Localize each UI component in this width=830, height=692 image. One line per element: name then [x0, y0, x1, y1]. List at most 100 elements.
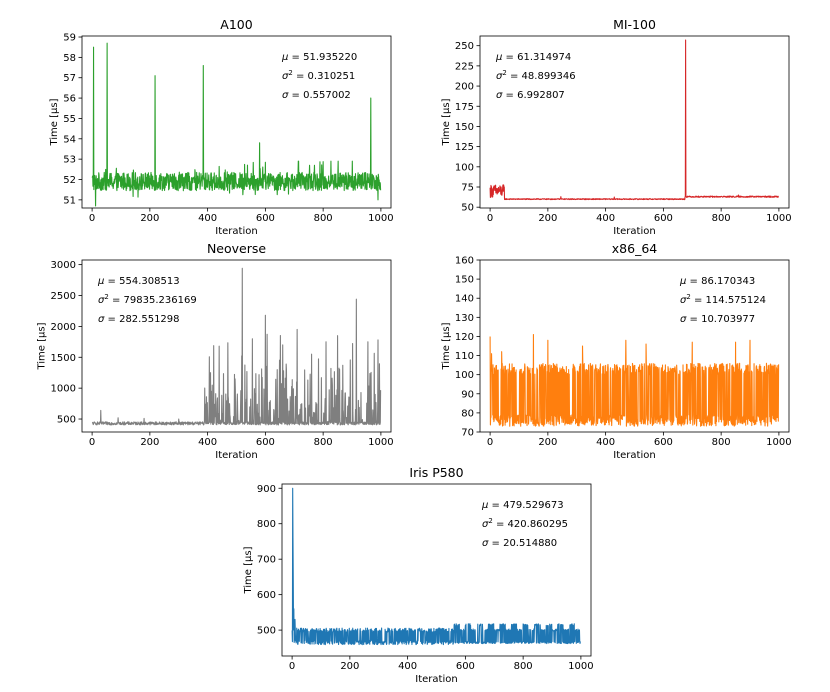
stat-line: σ2 = 79835.236169	[98, 293, 197, 306]
y-tick-label: 120	[455, 332, 474, 343]
x-tick-label: 200	[538, 213, 557, 224]
x-tick-label: 800	[314, 213, 333, 224]
x-axis-label: Iteration	[215, 450, 257, 461]
y-tick-label: 130	[455, 313, 474, 324]
x-tick-label: 1000	[368, 437, 393, 448]
stat-line: μ = 86.170343	[679, 276, 755, 287]
x-tick-label: 0	[487, 437, 493, 448]
y-tick-label: 2000	[51, 322, 76, 333]
stat-line: σ = 0.557002	[282, 90, 351, 101]
x-tick-label: 400	[198, 437, 217, 448]
series-line	[91, 42, 382, 207]
stat-line: σ2 = 0.310251	[282, 69, 355, 82]
stat-line: σ = 20.514880	[482, 538, 557, 549]
y-tick-label: 58	[63, 53, 76, 64]
y-tick-label: 225	[455, 61, 474, 72]
x-tick-label: 200	[140, 213, 159, 224]
y-tick-label: 800	[257, 519, 276, 530]
y-tick-label: 900	[257, 484, 276, 495]
x-tick-label: 800	[712, 437, 731, 448]
y-tick-label: 150	[455, 122, 474, 133]
y-tick-label: 700	[257, 555, 276, 566]
y-axis-label: Time [μs]	[243, 546, 254, 594]
chart-title: Iris P580	[409, 465, 463, 480]
y-tick-label: 175	[455, 102, 474, 113]
chart-title: x86_64	[612, 241, 658, 256]
series-line	[91, 267, 382, 426]
x-tick-label: 400	[198, 213, 217, 224]
y-tick-label: 70	[461, 428, 474, 439]
y-tick-label: 53	[63, 155, 76, 166]
plot-frame	[479, 35, 790, 209]
x-tick-label: 1000	[766, 213, 791, 224]
x-tick-label: 200	[140, 437, 159, 448]
x-tick-label: 200	[538, 437, 557, 448]
x-tick-label: 800	[314, 437, 333, 448]
x-tick-label: 0	[89, 213, 95, 224]
stat-line: σ = 6.992807	[496, 90, 565, 101]
x-axis-label: Iteration	[215, 226, 257, 237]
series-line	[489, 333, 780, 427]
y-tick-label: 100	[455, 370, 474, 381]
y-axis-label: Time [μs]	[441, 322, 452, 370]
x-tick-label: 1000	[368, 213, 393, 224]
plot-frame	[281, 483, 592, 657]
stat-line: σ = 10.703977	[680, 314, 755, 325]
x-tick-label: 400	[596, 213, 615, 224]
x-tick-label: 800	[514, 661, 533, 672]
stat-line: μ = 61.314974	[495, 52, 571, 63]
y-axis-label: Time [μs]	[441, 98, 452, 146]
y-tick-label: 3000	[51, 260, 76, 271]
y-tick-label: 75	[461, 183, 474, 194]
y-tick-label: 59	[63, 33, 76, 44]
x-axis-label: Iteration	[415, 674, 457, 685]
y-tick-label: 52	[63, 175, 76, 186]
plot-frame	[479, 259, 790, 433]
x-tick-label: 1000	[568, 661, 593, 672]
chart-2: Neoverse 0 200 400 600 800 1000 500 1000 1500 2000…	[36, 241, 393, 461]
chart-0: A100 0 200 400 600 800 1000 51 52 53 54 55 56 57 58 59 I…	[49, 17, 393, 237]
x-tick-label: 1000	[766, 437, 791, 448]
y-tick-label: 56	[63, 94, 76, 105]
x-tick-label: 200	[340, 661, 359, 672]
x-tick-label: 0	[487, 213, 493, 224]
y-tick-label: 54	[63, 134, 76, 145]
chart-3: x86_64 0 200 400 600 800 1000 70 80 90 100 110 120 13…	[441, 241, 792, 461]
y-tick-label: 600	[257, 590, 276, 601]
stat-line: σ2 = 420.860295	[482, 517, 568, 530]
y-tick-label: 160	[455, 256, 474, 267]
stat-line: μ = 554.308513	[97, 276, 180, 287]
y-tick-label: 2500	[51, 291, 76, 302]
x-tick-label: 600	[256, 213, 275, 224]
series-line	[291, 487, 581, 646]
series-line	[489, 39, 780, 201]
y-tick-label: 500	[257, 626, 276, 637]
y-tick-label: 1500	[51, 353, 76, 364]
chart-title: Neoverse	[207, 241, 266, 256]
y-tick-label: 100	[455, 162, 474, 173]
chart-4: Iris P580 0 200 400 600 800 1000 500 600 700 800 90…	[243, 465, 594, 685]
x-tick-label: 0	[89, 437, 95, 448]
stat-line: μ = 51.935220	[281, 52, 357, 63]
stat-line: σ = 282.551298	[98, 314, 180, 325]
y-tick-label: 200	[455, 82, 474, 93]
y-tick-label: 1000	[51, 384, 76, 395]
plot-frame	[81, 259, 392, 433]
x-tick-label: 600	[654, 437, 673, 448]
y-axis-label: Time [μs]	[49, 98, 60, 146]
chart-1: MI-100 0 200 400 600 800 1000 50 75 100 125 150 175 2…	[441, 17, 792, 237]
y-tick-label: 500	[57, 415, 76, 426]
stat-line: σ2 = 48.899346	[496, 69, 576, 82]
x-tick-label: 600	[456, 661, 475, 672]
y-tick-label: 250	[455, 41, 474, 52]
x-axis-label: Iteration	[613, 226, 655, 237]
plot-frame	[81, 35, 392, 209]
x-tick-label: 400	[398, 661, 417, 672]
y-tick-label: 55	[63, 114, 76, 125]
x-tick-label: 600	[256, 437, 275, 448]
stat-line: σ2 = 114.575124	[680, 293, 766, 306]
y-tick-label: 140	[455, 294, 474, 305]
x-tick-label: 600	[654, 213, 673, 224]
y-tick-label: 150	[455, 275, 474, 286]
